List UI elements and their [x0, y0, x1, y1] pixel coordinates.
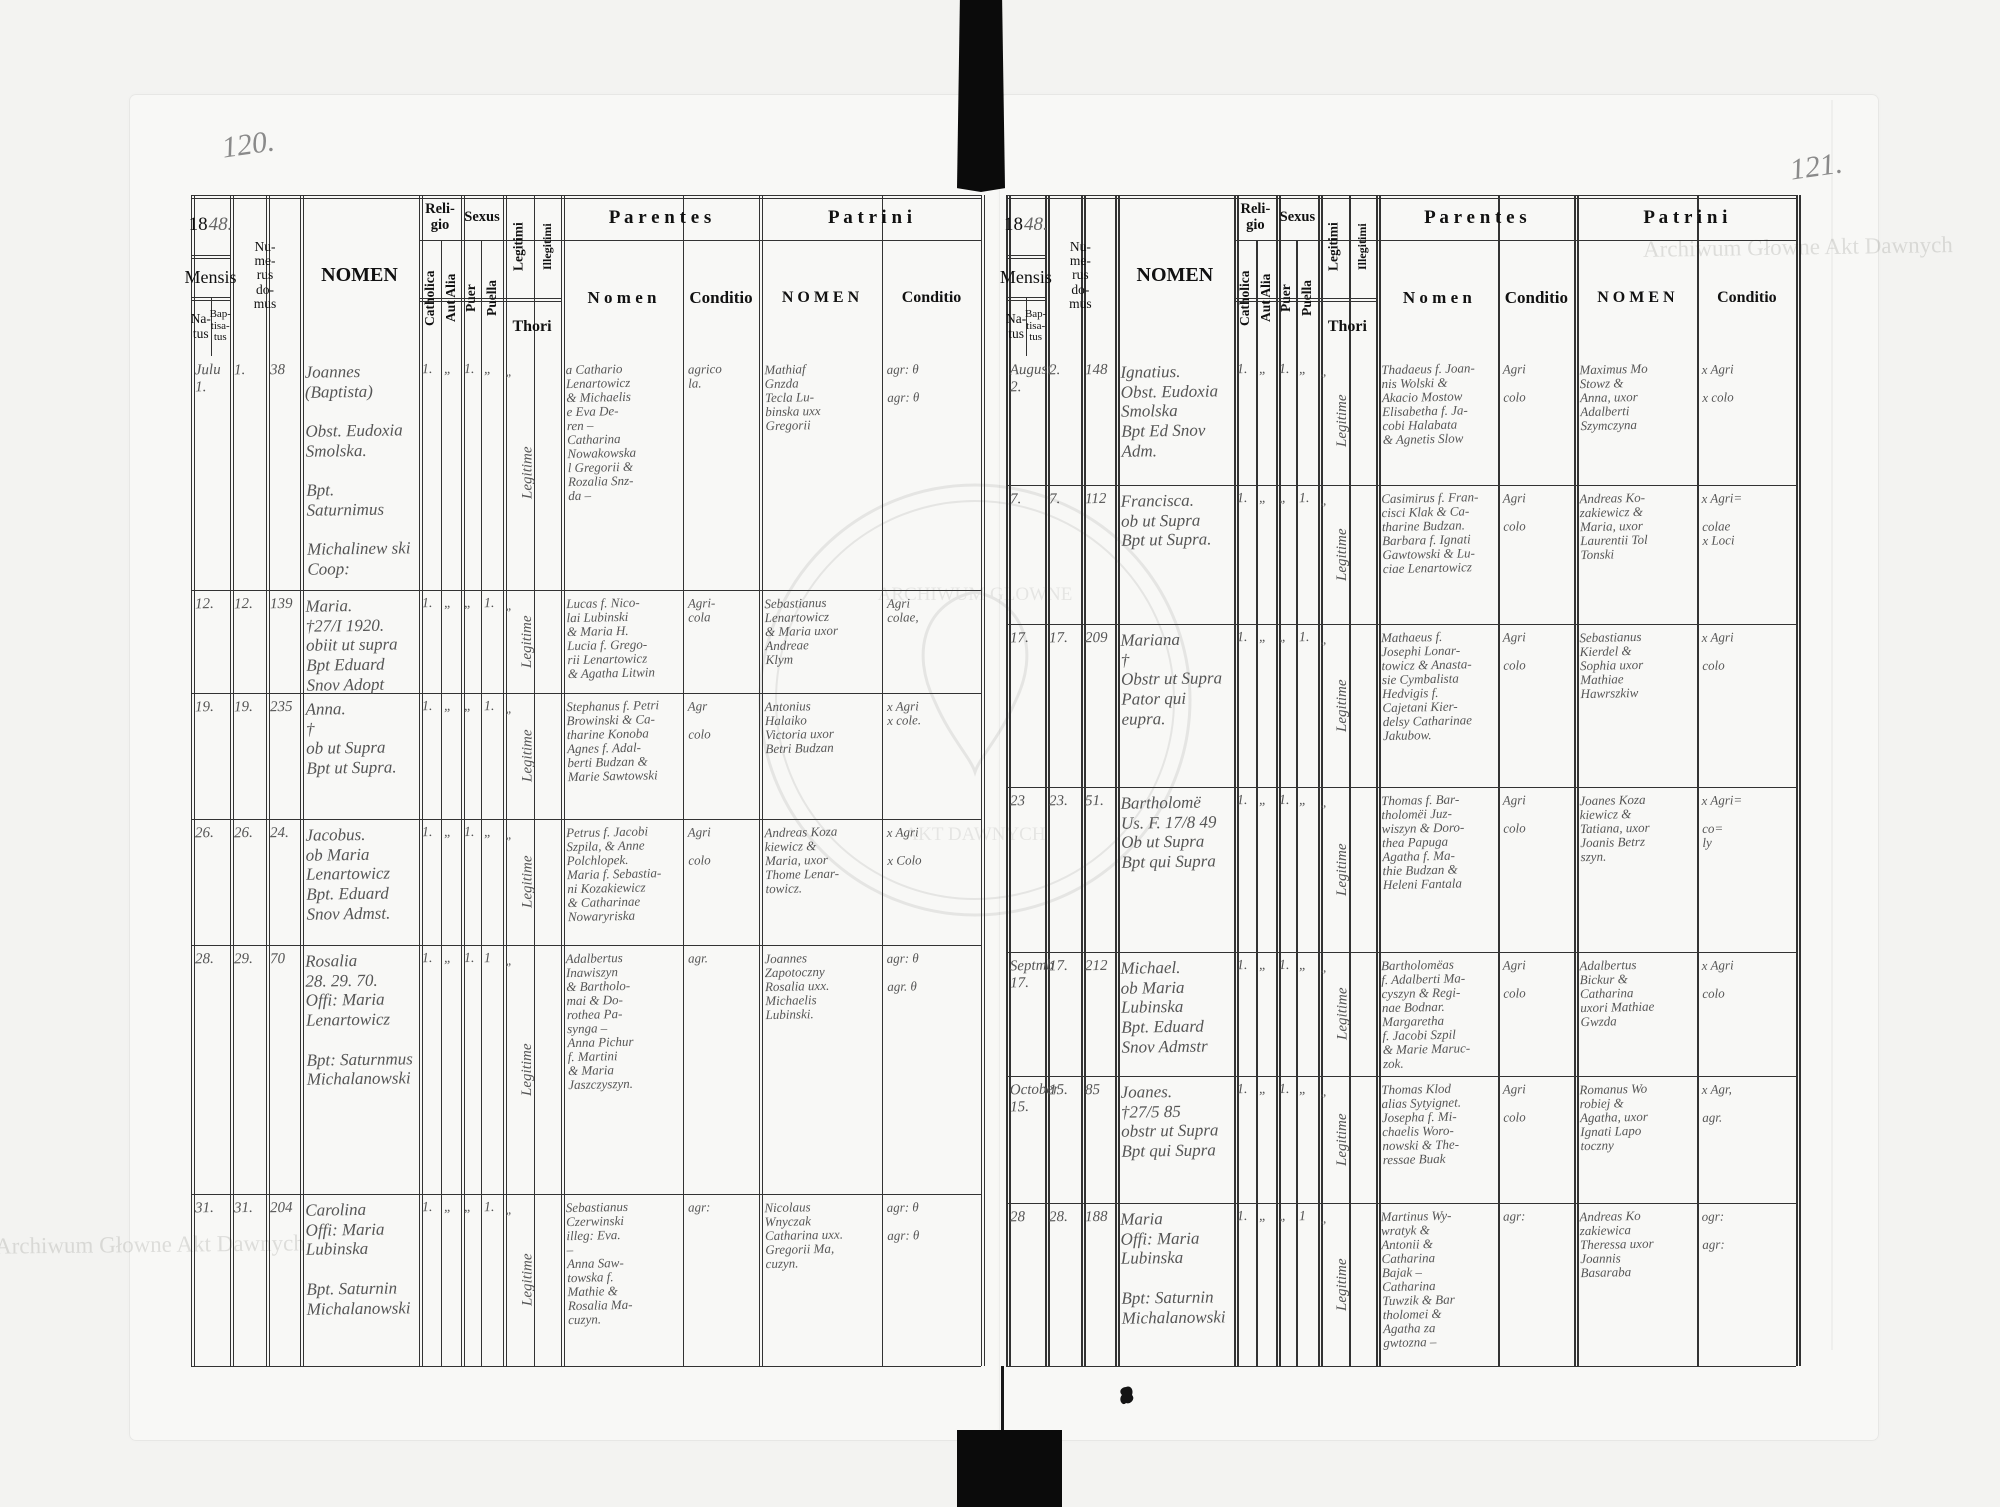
- svg-text:AKT DAWNYCH: AKT DAWNYCH: [904, 824, 1045, 845]
- svg-text:ARCHIWUM GLOWNE: ARCHIWUM GLOWNE: [878, 584, 1073, 605]
